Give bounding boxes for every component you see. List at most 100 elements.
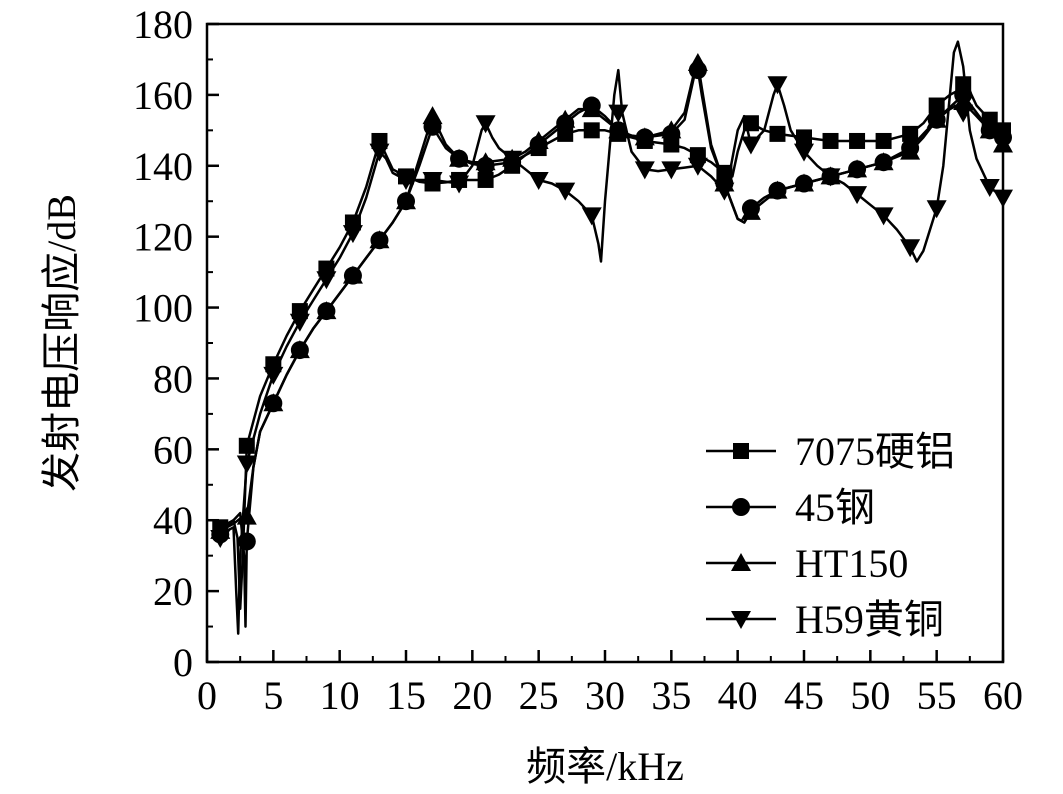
data-point — [396, 191, 416, 210]
series-group — [210, 40, 1013, 635]
data-point — [928, 97, 945, 114]
legend-label: H59黄铜 — [795, 597, 944, 642]
data-point — [236, 455, 257, 474]
x-tick-label: 10 — [320, 673, 360, 718]
data-point — [993, 134, 1013, 153]
data-point — [342, 225, 363, 244]
data-point — [634, 127, 655, 146]
legend-marker — [731, 553, 751, 571]
data-point — [528, 130, 549, 149]
data-point — [396, 171, 416, 190]
x-tick-label: 45 — [784, 673, 824, 718]
data-point — [820, 168, 841, 187]
data-point — [953, 104, 974, 123]
x-tick-label: 20 — [452, 673, 492, 718]
data-point — [528, 171, 549, 190]
data-point — [873, 207, 894, 226]
data-point — [847, 159, 868, 178]
x-tick-label: 55 — [917, 673, 957, 718]
data-point — [875, 132, 892, 149]
y-tick-label: 160 — [133, 73, 193, 118]
y-tick-label: 60 — [153, 427, 193, 472]
data-point — [581, 207, 602, 226]
data-point — [900, 141, 921, 160]
data-point — [979, 120, 1000, 139]
data-point — [661, 161, 682, 180]
data-point — [993, 189, 1013, 208]
data-point — [979, 179, 1000, 198]
legend-item: H59黄铜 — [706, 597, 944, 642]
data-point — [449, 148, 470, 167]
data-point — [555, 109, 576, 128]
legend-marker — [733, 443, 749, 459]
y-tick-label: 20 — [153, 569, 193, 614]
x-tick-label: 40 — [718, 673, 758, 718]
x-tick-label: 60 — [983, 673, 1023, 718]
x-tick-label: 35 — [651, 673, 691, 718]
data-point — [210, 529, 231, 548]
data-point — [608, 104, 629, 123]
data-point — [369, 143, 390, 162]
legend-label: 45钢 — [795, 485, 875, 530]
x-tick-label: 5 — [263, 673, 283, 718]
legend-marker — [732, 498, 750, 516]
data-point — [581, 99, 602, 118]
x-tick-label: 25 — [519, 673, 559, 718]
data-point — [661, 120, 682, 139]
legend-item: 45钢 — [706, 485, 875, 530]
data-point — [475, 115, 496, 134]
y-tick-label: 40 — [153, 498, 193, 543]
ticks-group: 0 5 10 15 20 25 30 35 40 45 50 55 60 0 20 40 60 80 100 120 1… — [133, 2, 1023, 718]
data-point — [289, 313, 310, 332]
legend-label: HT150 — [795, 541, 908, 586]
data-point — [687, 157, 708, 176]
y-tick-label: 140 — [133, 144, 193, 189]
x-tick-label: 50 — [850, 673, 890, 718]
legend-marker — [731, 611, 751, 629]
legend-item: HT150 — [706, 541, 908, 586]
data-point — [902, 125, 919, 142]
data-point — [847, 186, 868, 205]
data-point — [822, 132, 839, 149]
y-tick-label: 0 — [173, 640, 193, 685]
data-point — [342, 265, 363, 284]
y-axis-title: 发射电压响应/dB — [39, 194, 84, 492]
data-point — [714, 182, 735, 201]
data-point — [687, 52, 708, 71]
data-point — [926, 200, 947, 219]
data-point — [477, 171, 494, 188]
data-point — [263, 393, 284, 412]
data-point — [555, 182, 576, 201]
data-point — [369, 230, 390, 249]
data-point — [583, 122, 600, 139]
y-tick-label: 80 — [153, 356, 193, 401]
y-tick-label: 180 — [133, 2, 193, 47]
legend-item: 7075硬铝 — [706, 429, 955, 474]
data-point — [502, 150, 523, 169]
x-axis-title: 频率/kHz — [526, 744, 684, 789]
data-point — [608, 120, 629, 139]
data-point — [634, 161, 655, 180]
data-point — [767, 76, 788, 95]
data-point — [794, 143, 814, 162]
data-point — [769, 125, 786, 142]
data-point — [873, 152, 894, 171]
data-point — [740, 201, 761, 220]
data-point — [263, 366, 284, 385]
series-4 — [210, 40, 1013, 635]
x-tick-label: 15 — [386, 673, 426, 718]
legend: 7075硬铝 45钢 HT150 H59黄铜 — [706, 429, 955, 642]
data-point — [849, 132, 866, 149]
data-point — [449, 175, 470, 194]
y-tick-label: 120 — [133, 215, 193, 260]
x-tick-label: 30 — [585, 673, 625, 718]
data-point — [796, 129, 812, 146]
data-point — [316, 301, 337, 320]
data-point — [422, 106, 443, 125]
data-point — [316, 271, 337, 290]
data-point — [740, 136, 761, 155]
data-point — [289, 340, 310, 359]
series-1 — [212, 76, 1011, 611]
data-point — [767, 180, 788, 199]
